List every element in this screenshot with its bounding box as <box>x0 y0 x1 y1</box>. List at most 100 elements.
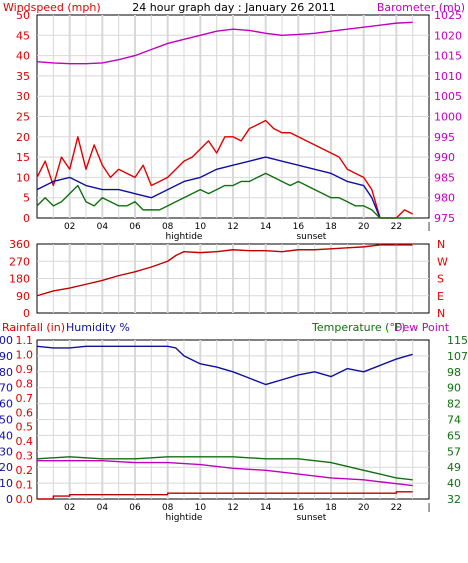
barometer-tick-label: 995 <box>434 131 455 144</box>
wind-direction-line <box>36 244 413 297</box>
temperature-tick-label: 98 <box>447 366 461 379</box>
humidity-line <box>36 345 413 386</box>
humidity-tick-label: 90 <box>0 350 13 363</box>
wind-chart-title: 24 hour graph day : January 26 2011 <box>132 1 336 14</box>
wind-x-tick-label: 02 <box>64 222 75 232</box>
wind-tick-label: 35 <box>16 70 30 83</box>
rainfall-tick-label: 0.2 <box>16 464 34 477</box>
temperature-tick-label: 74 <box>447 414 461 427</box>
humidity-x-tick-label: 22 <box>391 503 402 513</box>
direction-tick-label: 360 <box>9 238 30 251</box>
humidity-axis-label: Humidity % <box>66 321 130 334</box>
wind-axis-label: Windspeed (mph) <box>3 1 101 14</box>
wind-x-tick-label: 06 <box>129 222 141 232</box>
rainfall-tick-label: 0.5 <box>16 421 34 434</box>
rainfall-tick-label: 0.7 <box>16 392 34 405</box>
wind-tick-label: 45 <box>16 29 30 42</box>
rainfall-tick-label: 0.0 <box>16 493 34 506</box>
wind-annotation-label: sunset <box>296 232 326 242</box>
humidity-tick-label: 10 <box>0 477 13 490</box>
direction-compass-label: N <box>437 307 445 320</box>
wind-tick-label: 20 <box>16 131 30 144</box>
wind-annotation-label: hightide <box>166 232 203 242</box>
temperature-tick-label: 32 <box>447 493 461 506</box>
wind-x-tick-label: 08 <box>162 222 174 232</box>
humidity-tick-label: 70 <box>0 382 13 395</box>
wind-tick-label: 0 <box>23 212 30 225</box>
rainfall-tick-label: 0.8 <box>16 377 34 390</box>
direction-tick-label: 180 <box>9 273 30 286</box>
humidity-tick-label: 20 <box>0 461 13 474</box>
temperature-tick-label: 57 <box>447 445 461 458</box>
barometer-tick-label: 1005 <box>434 90 462 103</box>
rainfall-tick-label: 0.9 <box>16 363 34 376</box>
barometer-tick-label: 1025 <box>434 9 462 22</box>
temperature-tick-label: 115 <box>447 334 468 347</box>
temperature-tick-label: 65 <box>447 429 461 442</box>
rainfall-tick-label: 0.3 <box>16 450 34 463</box>
rainfall-tick-label: 1.1 <box>16 334 34 347</box>
wind-x-tick-label: 22 <box>391 222 402 232</box>
wind-x-tick-label: 16 <box>293 222 305 232</box>
rainfall-line <box>37 491 413 500</box>
barometer-tick-label: 975 <box>434 212 455 225</box>
humidity-annotation-label: hightide <box>166 513 203 523</box>
temperature-tick-label: 49 <box>447 461 461 474</box>
barometer-line <box>36 21 413 65</box>
humidity-x-tick-label: 06 <box>129 503 141 513</box>
barometer-tick-label: 980 <box>434 192 455 205</box>
humidity-x-tick-label: 02 <box>64 503 75 513</box>
direction-tick-label: 90 <box>16 290 30 303</box>
wind-x-tick-label: 14 <box>260 222 272 232</box>
humidity-x-tick-label: 20 <box>358 503 370 513</box>
wind-x-tick-label: 20 <box>358 222 370 232</box>
dewpoint-line <box>37 459 413 487</box>
rainfall-tick-label: 1.0 <box>16 348 34 361</box>
barometer-tick-label: 1020 <box>434 29 462 42</box>
humidity-tick-label: 0 <box>6 493 13 506</box>
direction-tick-label: 270 <box>9 255 30 268</box>
barometer-tick-label: 1015 <box>434 50 462 63</box>
direction-compass-label: N <box>437 238 445 251</box>
humidity-x-tick-label: 08 <box>162 503 174 513</box>
humidity-x-tick-label: 04 <box>97 503 109 513</box>
humidity-tick-label: 40 <box>0 429 13 442</box>
barometer-tick-label: 1000 <box>434 111 462 124</box>
humidity-tick-label: 30 <box>0 445 13 458</box>
wind-tick-label: 25 <box>16 111 30 124</box>
barometer-tick-label: 990 <box>434 151 455 164</box>
barometer-tick-label: 985 <box>434 171 455 184</box>
temperature-axis-label: Temperature (°F) <box>311 321 406 334</box>
wind-tick-label: 50 <box>16 9 30 22</box>
barometer-tick-label: 1010 <box>434 70 462 83</box>
humidity-x-tick-label: 12 <box>227 503 238 513</box>
temperature-tick-label: 90 <box>447 382 461 395</box>
humidity-x-tick-label: | <box>427 503 430 513</box>
humidity-x-tick-label: 10 <box>195 503 207 513</box>
windspeed-line <box>36 119 413 219</box>
wind-x-tick-label: 10 <box>195 222 207 232</box>
temperature-tick-label: 40 <box>447 477 461 490</box>
humidity-tick-label: 80 <box>0 366 13 379</box>
wind-tick-label: 30 <box>16 90 30 103</box>
wind-x-tick-label: 18 <box>325 222 337 232</box>
humidity-tick-label: 60 <box>0 398 13 411</box>
humidity-x-tick-label: 14 <box>260 503 272 513</box>
wind-x-tick-label: | <box>427 222 430 232</box>
humidity-x-tick-label: 18 <box>325 503 337 513</box>
temperature-tick-label: 107 <box>447 350 468 363</box>
rainfall-tick-label: 0.6 <box>16 406 34 419</box>
dewpoint-axis-label: Dew Point <box>394 321 450 334</box>
direction-tick-label: 0 <box>23 307 30 320</box>
direction-compass-label: W <box>437 255 448 268</box>
wind-x-tick-label: 04 <box>97 222 109 232</box>
humidity-tick-label: 50 <box>0 414 13 427</box>
wind-average-line <box>36 156 381 219</box>
rainfall-axis-label: Rainfall (in) <box>2 321 65 334</box>
temperature-tick-label: 82 <box>447 398 461 411</box>
direction-compass-label: S <box>437 273 444 286</box>
wind-tick-label: 15 <box>16 151 30 164</box>
wind-x-tick-label: 12 <box>227 222 238 232</box>
